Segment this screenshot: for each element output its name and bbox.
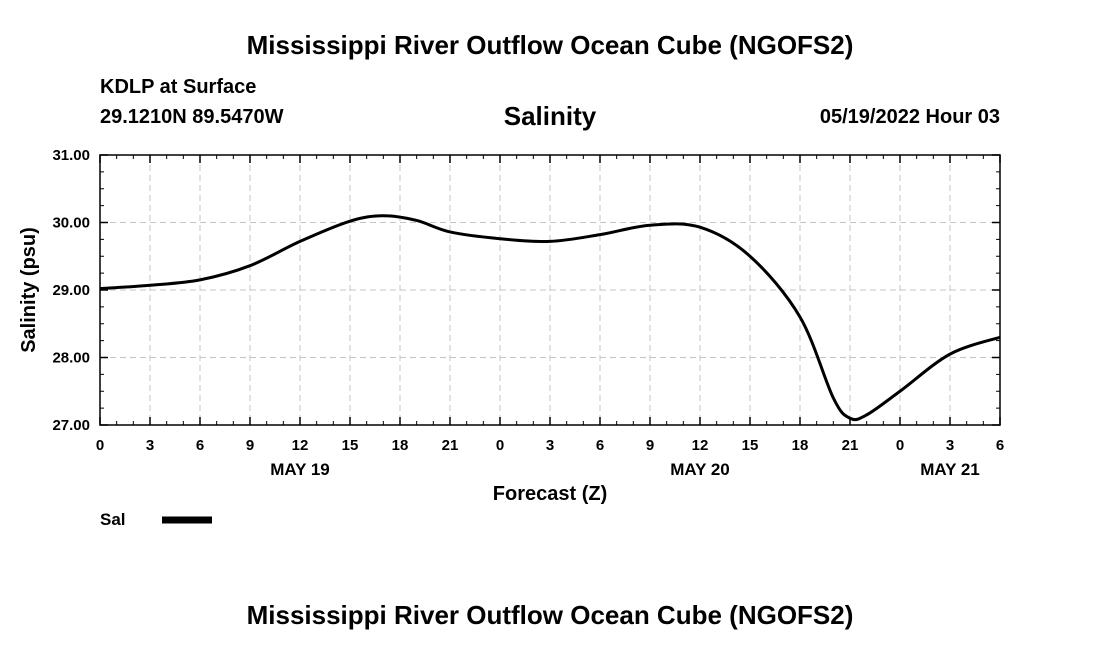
x-tick-label: 3 <box>146 437 154 454</box>
x-tick-label: 21 <box>442 437 459 454</box>
x-tick-label: 18 <box>392 437 409 454</box>
x-tick-label: 6 <box>196 437 204 454</box>
y-tick-label: 28.00 <box>52 350 90 367</box>
x-tick-label: 21 <box>842 437 859 454</box>
x-tick-label: 6 <box>996 437 1004 454</box>
page-title: Mississippi River Outflow Ocean Cube (NG… <box>246 30 854 60</box>
x-tick-label: 12 <box>692 437 709 454</box>
x-tick-label: 12 <box>292 437 309 454</box>
x-tick-label: 0 <box>96 437 104 454</box>
series-line-sal <box>99 214 1001 422</box>
forecast-datetime: 05/19/2022 Hour 03 <box>819 106 1000 128</box>
day-label: MAY 21 <box>920 460 980 479</box>
day-label: MAY 19 <box>270 460 330 479</box>
x-tick-label: 9 <box>646 437 654 454</box>
x-tick-label: 9 <box>246 437 254 454</box>
x-tick-label: 0 <box>896 437 904 454</box>
grid <box>100 155 1000 425</box>
axis-labels: 0 3 6 9 12 15 18 21 0 3 6 9 12 15 18 21 0 3 6 27.00 28.00 29.… <box>52 147 1004 479</box>
y-tick-label: 31.00 <box>52 147 90 164</box>
x-tick-label: 15 <box>342 437 359 454</box>
x-tick-label: 15 <box>742 437 759 454</box>
station-coordinates: 29.1210N 89.5470W <box>100 106 284 128</box>
x-tick-label: 18 <box>792 437 809 454</box>
footer-title: Mississippi River Outflow Ocean Cube (NG… <box>246 600 854 630</box>
y-tick-label: 30.00 <box>52 215 90 232</box>
x-axis-label: Forecast (Z) <box>493 483 607 505</box>
y-tick-label: 29.00 <box>52 282 90 299</box>
x-tick-label: 6 <box>596 437 604 454</box>
x-tick-label: 3 <box>946 437 954 454</box>
station-label: KDLP at Surface <box>100 76 257 98</box>
y-tick-label: 27.00 <box>52 417 90 434</box>
day-label: MAY 20 <box>670 460 730 479</box>
axis-ticks <box>99 154 1001 426</box>
x-tick-label: 3 <box>546 437 554 454</box>
y-axis-label: Salinity (psu) <box>18 227 40 353</box>
x-tick-label: 0 <box>496 437 504 454</box>
legend-label-sal: Sal <box>100 510 126 529</box>
chart-title: Salinity <box>503 101 597 131</box>
series-layer <box>99 214 1001 422</box>
